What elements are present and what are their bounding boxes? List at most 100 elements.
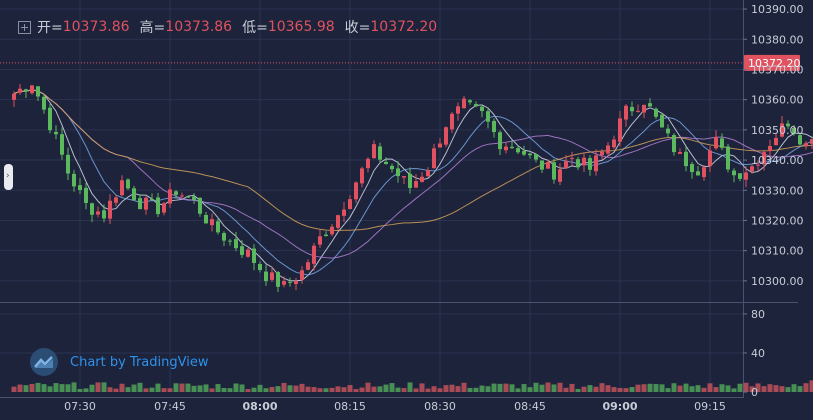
volume-bar bbox=[803, 383, 809, 392]
candle-body bbox=[90, 203, 94, 215]
expand-icon[interactable] bbox=[18, 20, 31, 34]
volume-bar bbox=[227, 388, 233, 392]
candle-body bbox=[516, 148, 520, 153]
volume-bar bbox=[389, 383, 395, 392]
volume-bar bbox=[563, 387, 569, 392]
time-tick-label: 08:00 bbox=[242, 400, 277, 413]
volume-tick-label: 80 bbox=[751, 308, 765, 321]
high-value: 10373.86 bbox=[165, 19, 233, 35]
candle-body bbox=[486, 111, 490, 122]
price-tick-label: 10370.00 bbox=[751, 63, 804, 76]
price-tick-label: 10330.00 bbox=[751, 184, 804, 197]
candle-body bbox=[552, 162, 556, 180]
volume-bar bbox=[557, 382, 563, 392]
volume-bar bbox=[617, 388, 623, 392]
volume-bar bbox=[515, 388, 521, 392]
volume-tick-label: 40 bbox=[751, 347, 765, 360]
candle-body bbox=[288, 281, 292, 283]
candle-body bbox=[468, 100, 472, 103]
candle-body bbox=[372, 144, 376, 159]
candle-body bbox=[450, 113, 454, 130]
candle-body bbox=[744, 172, 748, 180]
volume-bar bbox=[41, 384, 47, 392]
volume-bar bbox=[35, 382, 41, 392]
volume-bar bbox=[701, 387, 707, 392]
volume-bar bbox=[131, 384, 137, 392]
volume-bar bbox=[233, 383, 239, 392]
volume-bar bbox=[659, 384, 665, 392]
volume-bar bbox=[707, 383, 713, 392]
candle-body bbox=[84, 187, 88, 203]
volume-bar bbox=[287, 385, 293, 392]
candle-body bbox=[336, 215, 340, 228]
volume-bar bbox=[179, 383, 185, 392]
volume-bar bbox=[203, 384, 209, 392]
volume-bar bbox=[695, 385, 701, 392]
volume-bar bbox=[497, 383, 503, 392]
tradingview-watermark[interactable]: Chart by TradingView bbox=[30, 348, 208, 376]
panel-collapse-handle[interactable]: › bbox=[4, 164, 13, 190]
candle-body bbox=[456, 106, 460, 114]
volume-bar bbox=[107, 387, 113, 392]
candle-body bbox=[96, 211, 100, 215]
volume-bar bbox=[425, 388, 431, 392]
candle-body bbox=[306, 262, 310, 270]
candle-body bbox=[684, 151, 688, 167]
volume-bar bbox=[311, 387, 317, 392]
candle-body bbox=[534, 154, 538, 160]
volume-bar bbox=[665, 388, 671, 392]
candle-body bbox=[18, 88, 22, 93]
volume-bar bbox=[347, 385, 353, 392]
candle-body bbox=[732, 170, 736, 176]
volume-bar bbox=[449, 384, 455, 392]
candle-body bbox=[420, 176, 424, 182]
open-label: 开= bbox=[37, 20, 63, 36]
volume-bar bbox=[305, 386, 311, 392]
volume-bar bbox=[257, 384, 263, 392]
candle-body bbox=[210, 219, 214, 226]
volume-bar bbox=[401, 388, 407, 392]
volume-bar bbox=[197, 385, 203, 392]
volume-bar bbox=[335, 386, 341, 392]
volume-bar bbox=[599, 383, 605, 392]
candle-body bbox=[522, 151, 526, 155]
time-tick-label: 07:45 bbox=[154, 400, 186, 413]
low-label: 低= bbox=[242, 20, 268, 36]
candle-body bbox=[36, 86, 40, 97]
volume-bar bbox=[353, 389, 359, 392]
volume-bar bbox=[413, 388, 419, 392]
volume-bar bbox=[737, 383, 743, 392]
volume-bar bbox=[383, 384, 389, 392]
volume-bar bbox=[293, 385, 299, 392]
volume-bar bbox=[785, 387, 791, 392]
candle-body bbox=[126, 179, 130, 189]
volume-bar bbox=[89, 384, 95, 392]
candle-body bbox=[282, 281, 286, 285]
candle-body bbox=[354, 182, 358, 200]
volume-bar bbox=[479, 385, 485, 392]
candle-body bbox=[504, 146, 508, 151]
volume-bar bbox=[647, 383, 653, 392]
candle-body bbox=[228, 240, 232, 242]
candle-body bbox=[774, 137, 778, 146]
candle-body bbox=[390, 165, 394, 170]
volume-bar bbox=[749, 386, 755, 392]
volume-bar bbox=[77, 389, 83, 392]
volume-bar bbox=[461, 382, 467, 392]
candle-body bbox=[792, 127, 796, 134]
candle-body bbox=[138, 198, 142, 210]
candle-body bbox=[30, 85, 34, 94]
candle-body bbox=[162, 203, 166, 213]
volume-bar bbox=[185, 383, 191, 392]
volume-bar bbox=[623, 388, 629, 392]
volume-bar bbox=[299, 383, 305, 392]
volume-bar bbox=[467, 387, 473, 392]
volume-bar bbox=[71, 382, 77, 392]
volume-bar bbox=[689, 386, 695, 392]
price-tick-label: 10360.00 bbox=[751, 94, 804, 107]
candle-body bbox=[240, 246, 244, 255]
candle-body bbox=[144, 197, 148, 210]
volume-bar bbox=[743, 382, 749, 392]
candle-body bbox=[318, 236, 322, 245]
